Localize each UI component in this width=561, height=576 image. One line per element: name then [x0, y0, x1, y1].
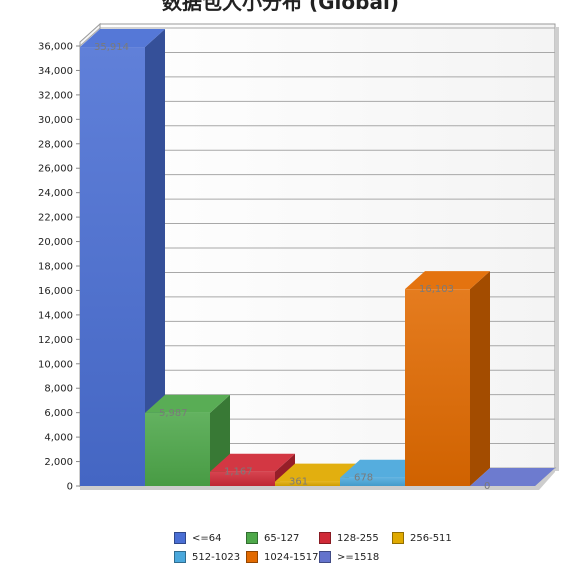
y-tick-label: 4,000: [44, 433, 73, 444]
wall-shadow: [555, 27, 559, 471]
legend-swatch: [319, 551, 331, 563]
bar-front: [275, 481, 340, 486]
legend-label: 1024-1517: [264, 551, 319, 563]
y-tick-label: 16,000: [38, 286, 73, 297]
y-tick-label: 8,000: [44, 384, 73, 395]
y-tick-label: 30,000: [38, 115, 73, 126]
bar: [405, 271, 490, 486]
gridline: [79, 27, 555, 47]
y-tick-label: 36,000: [38, 42, 73, 53]
legend-swatch: [319, 532, 331, 544]
floor-shadow: [80, 468, 555, 490]
bar-front: [210, 471, 275, 486]
bar-top: [340, 459, 425, 478]
legend-label: >=1518: [337, 551, 380, 563]
legend-label: 65-127: [264, 532, 300, 544]
bar-side: [145, 29, 165, 486]
bar-top: [275, 463, 360, 482]
legend-item: 1024-1517: [246, 550, 319, 564]
data-labels: 35,914 5,987 1,167 361 678 16,103 0: [94, 42, 490, 492]
legend-label: <=64: [192, 532, 222, 544]
y-tick-label: 26,000: [38, 164, 73, 175]
data-label: 16,103: [419, 284, 454, 295]
y-tick-label: 24,000: [38, 188, 73, 199]
bar-top: [80, 29, 165, 48]
bars: [80, 29, 555, 486]
y-tick-label: 12,000: [38, 335, 73, 346]
legend-item: 256-511: [392, 531, 452, 545]
y-tick-label: 0: [67, 482, 73, 493]
bar: [80, 29, 165, 486]
bar-top: [405, 271, 490, 290]
legend-item: <=64: [174, 531, 221, 545]
legend-swatch: [246, 532, 258, 544]
bar-front: [340, 477, 405, 486]
legend-item: 65-127: [246, 531, 299, 545]
bar-top: [470, 468, 555, 486]
legend-swatch: [174, 551, 186, 563]
legend-item: 128-255: [319, 531, 379, 545]
legend-item: >=1518: [319, 550, 379, 564]
legend-swatch: [392, 532, 404, 544]
y-tick-label: 14,000: [38, 310, 73, 321]
y-tick-label: 10,000: [38, 359, 73, 370]
legend-swatch: [246, 551, 258, 563]
data-label: 35,914: [94, 42, 129, 53]
legend-label: 128-255: [337, 532, 379, 544]
data-label: 0: [484, 481, 490, 492]
data-label: 5,987: [159, 408, 188, 419]
bar: [470, 468, 555, 486]
y-tick-label: 34,000: [38, 66, 73, 77]
bar-front: [80, 47, 145, 486]
legend-item: 512-1023: [174, 550, 240, 564]
data-label: 678: [354, 473, 373, 484]
y-tick-label: 18,000: [38, 262, 73, 273]
legend-label: 256-511: [410, 532, 452, 544]
data-label: 361: [289, 477, 308, 488]
y-tick-label: 28,000: [38, 139, 73, 150]
y-tick-label: 2,000: [44, 457, 73, 468]
chart-title: 数据包大小分布 (Global): [162, 0, 399, 14]
y-axis-ticks: 0 2,000 4,000 6,000 8,000 10,000 12,000 14,000 1…: [38, 42, 80, 493]
legend-swatch: [174, 532, 186, 544]
bar-top: [145, 394, 230, 413]
y-tick-label: 6,000: [44, 408, 73, 419]
bar-top: [210, 453, 295, 472]
bar-side: [470, 271, 490, 486]
bar-front: [145, 412, 210, 486]
y-tick-label: 22,000: [38, 213, 73, 224]
y-tick-label: 32,000: [38, 90, 73, 101]
legend-label: 512-1023: [192, 551, 241, 563]
y-tick-label: 20,000: [38, 237, 73, 248]
data-label: 1,167: [224, 467, 253, 478]
bar-front: [405, 289, 470, 486]
